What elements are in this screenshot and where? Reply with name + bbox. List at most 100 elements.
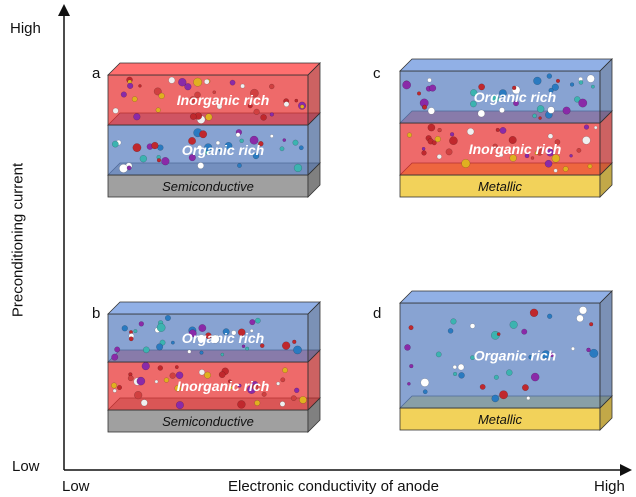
molecule-atom xyxy=(157,365,163,371)
molecule-atom xyxy=(524,153,530,159)
molecule-atom xyxy=(496,332,501,336)
molecule-atom xyxy=(237,163,242,168)
panel-b-layer-1 xyxy=(107,301,321,363)
molecule-atom xyxy=(477,109,486,118)
molecule-atom xyxy=(258,141,264,147)
molecule-atom xyxy=(154,379,159,384)
molecule-atom xyxy=(422,389,428,395)
molecule-atom xyxy=(210,334,220,344)
molecule-atom xyxy=(408,325,414,331)
molecule-atom xyxy=(252,383,259,391)
molecule-atom xyxy=(536,105,545,113)
molecule-atom xyxy=(120,91,127,98)
molecule-atom xyxy=(188,154,196,162)
panel-c-layer-1-side xyxy=(599,58,613,124)
molecule-atom xyxy=(506,369,513,376)
molecule-atom xyxy=(491,94,500,103)
molecule-atom xyxy=(194,91,201,99)
molecule-atom xyxy=(292,339,297,344)
molecule-atom xyxy=(193,77,203,87)
molecule-atom xyxy=(548,87,554,93)
molecule-atom xyxy=(470,100,477,108)
molecule-atom xyxy=(112,388,117,393)
molecule-atom xyxy=(254,400,261,406)
molecule-atom xyxy=(589,348,599,358)
molecule-atom xyxy=(453,371,458,377)
molecule-atom xyxy=(128,336,134,342)
molecule-atom xyxy=(522,384,529,391)
molecule-atom xyxy=(119,164,128,173)
molecule-atom xyxy=(422,104,428,110)
molecule-atom xyxy=(292,139,299,146)
molecule-atom xyxy=(247,103,253,109)
molecule-atom xyxy=(528,354,533,360)
molecule-atom xyxy=(159,339,166,346)
molecule-atom xyxy=(512,85,517,90)
molecule-atom xyxy=(249,329,254,333)
molecule-atom xyxy=(431,140,437,146)
molecule-atom xyxy=(544,159,553,168)
panel-c-layer-1-top xyxy=(399,58,613,72)
molecule-atom xyxy=(169,372,176,379)
panel-d-letter: d xyxy=(373,305,381,322)
molecule-atom xyxy=(478,83,485,91)
molecule-atom xyxy=(156,323,166,332)
molecule-atom xyxy=(449,132,455,137)
panel-d: d Metallic Organic rich xyxy=(373,290,613,431)
molecule-atom xyxy=(139,155,147,163)
panel-d-layer-0-top xyxy=(399,290,613,304)
molecule-atom xyxy=(294,98,299,103)
molecule-atom xyxy=(250,88,259,98)
molecule-atom xyxy=(509,154,517,162)
molecule-atom xyxy=(546,73,553,79)
molecule-atom xyxy=(282,367,288,374)
molecule-atom xyxy=(571,346,575,351)
molecule-atom xyxy=(533,76,542,85)
molecule-atom xyxy=(279,401,286,407)
molecule-atom xyxy=(493,374,499,380)
molecule-atom xyxy=(188,137,196,145)
molecule-atom xyxy=(526,396,531,401)
molecule-atom xyxy=(199,130,208,139)
molecule-atom xyxy=(479,383,486,390)
molecule-atom xyxy=(237,400,246,409)
molecule-atom xyxy=(245,346,250,351)
molecule-atom xyxy=(198,369,205,376)
molecule-atom xyxy=(204,371,211,379)
molecule-atom xyxy=(529,308,539,317)
molecule-atom xyxy=(235,132,241,138)
molecule-atom xyxy=(434,136,441,143)
molecule-atom xyxy=(409,363,414,369)
molecule-atom xyxy=(469,323,476,329)
molecule-atom xyxy=(237,383,242,388)
molecule-atom xyxy=(508,136,517,144)
molecule-atom xyxy=(466,127,475,136)
molecule-atom xyxy=(170,340,175,345)
molecule-atom xyxy=(138,321,144,327)
molecule-atom xyxy=(591,84,595,89)
molecule-atom xyxy=(184,83,192,91)
molecule-atom xyxy=(427,77,432,83)
molecule-atom xyxy=(269,83,275,90)
molecule-atom xyxy=(282,138,287,142)
molecule-atom xyxy=(229,79,236,86)
molecule-atom xyxy=(163,377,170,383)
molecule-atom xyxy=(547,106,555,114)
molecule-atom xyxy=(300,104,305,109)
molecule-atom xyxy=(436,154,442,160)
molecule-atom xyxy=(458,372,465,379)
molecule-atom xyxy=(586,347,591,353)
molecule-atom xyxy=(197,145,203,150)
molecule-atom xyxy=(121,325,128,332)
molecule-atom xyxy=(574,96,581,103)
molecule-atom xyxy=(576,314,584,323)
molecule-atom xyxy=(132,143,142,153)
molecule-atom xyxy=(495,127,500,132)
molecule-atom xyxy=(112,107,119,114)
molecule-atom xyxy=(402,80,411,90)
panel-b-layer-0-label: Inorganic rich xyxy=(177,378,270,394)
molecule-atom xyxy=(111,353,119,361)
molecule-atom xyxy=(133,329,138,334)
